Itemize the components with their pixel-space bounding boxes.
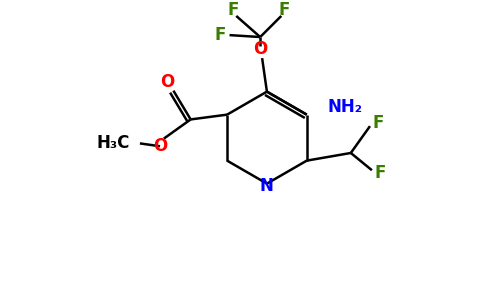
Text: F: F bbox=[278, 1, 290, 19]
Text: O: O bbox=[161, 73, 175, 91]
Text: O: O bbox=[153, 137, 167, 155]
Text: O: O bbox=[253, 40, 267, 58]
Text: NH₂: NH₂ bbox=[328, 98, 363, 116]
Text: H₃C: H₃C bbox=[97, 134, 130, 152]
Text: F: F bbox=[373, 114, 384, 132]
Text: F: F bbox=[227, 1, 239, 19]
Text: N: N bbox=[260, 176, 274, 194]
Text: F: F bbox=[375, 164, 386, 182]
Text: F: F bbox=[214, 26, 226, 44]
